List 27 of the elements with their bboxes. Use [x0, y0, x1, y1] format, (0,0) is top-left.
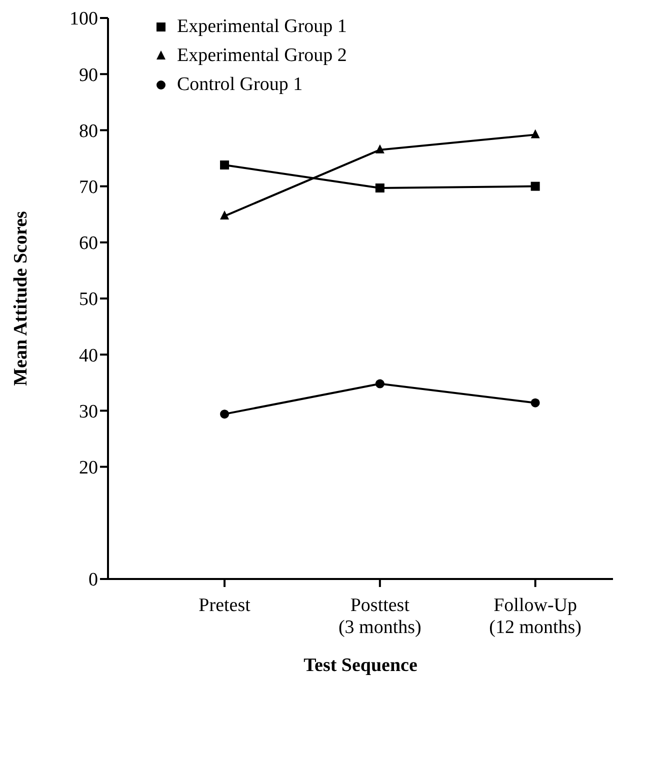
y-axis-title: Mean Attitude Scores [10, 211, 32, 386]
x-tick-label: Follow-Up (12 months) [489, 595, 582, 638]
y-tick-label: 70 [79, 177, 98, 198]
y-tick-label: 40 [79, 345, 98, 366]
point [530, 129, 540, 138]
y-tick-label: 30 [79, 401, 98, 422]
y-tick-label: 90 [79, 64, 98, 86]
point [375, 183, 384, 192]
point [530, 182, 540, 191]
x-tick-label: Posttest (3 months) [338, 595, 422, 638]
point [375, 144, 384, 154]
legend-label: Experimental Group 2 [177, 44, 347, 66]
x-axis-title: Test Sequence [304, 655, 418, 676]
y-tick-label: 50 [79, 289, 98, 310]
point [220, 210, 230, 220]
y-tick-label: 80 [79, 120, 98, 142]
y-tick-label: 100 [70, 8, 98, 30]
y-tick-label: 20 [79, 458, 98, 479]
y-tick-label: 60 [79, 233, 98, 254]
legend-label: Control Group 1 [177, 74, 303, 96]
y-tick-label: 0 [88, 570, 98, 591]
legend-label: Experimental Group 1 [177, 16, 347, 38]
point [220, 410, 230, 419]
x-tick-label: Pretest [198, 595, 252, 616]
point [375, 379, 384, 388]
point [220, 160, 230, 170]
point [530, 398, 540, 408]
